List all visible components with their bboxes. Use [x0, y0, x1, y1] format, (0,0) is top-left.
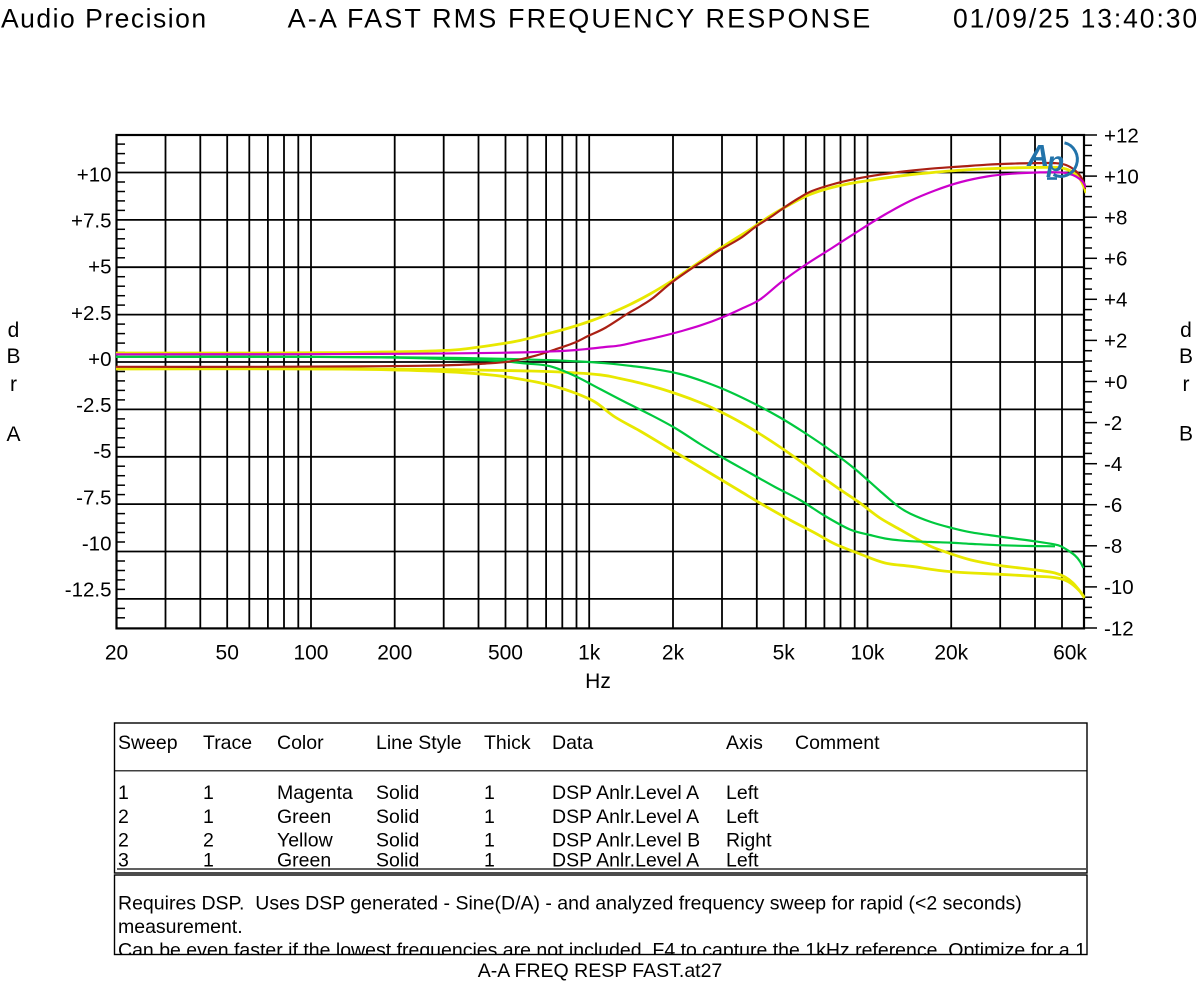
- svg-text:-6: -6: [1104, 494, 1122, 517]
- svg-text:DSP Anlr.Level A: DSP Anlr.Level A: [552, 782, 699, 804]
- svg-text:r: r: [10, 373, 17, 396]
- svg-text:Requires DSP. Uses DSP genera: Requires DSP. Uses DSP generated - Sine(…: [118, 893, 1022, 915]
- svg-text:Solid: Solid: [376, 806, 419, 828]
- svg-text:5k: 5k: [773, 642, 796, 665]
- svg-text:2: 2: [203, 830, 214, 852]
- svg-text:Hz: Hz: [585, 670, 611, 693]
- svg-text:+6: +6: [1104, 248, 1127, 271]
- svg-text:Can be even faster if the lowe: Can be even faster if the lowest frequen…: [118, 940, 1086, 962]
- svg-text:1: 1: [203, 850, 214, 872]
- svg-text:Green: Green: [277, 850, 331, 872]
- svg-text:-5: -5: [93, 440, 111, 463]
- svg-text:Line Style: Line Style: [376, 732, 462, 754]
- svg-text:p: p: [1046, 146, 1064, 177]
- svg-text:A: A: [6, 423, 20, 446]
- svg-text:-12: -12: [1104, 617, 1134, 640]
- svg-text:Axis: Axis: [726, 732, 763, 754]
- svg-text:10k: 10k: [851, 642, 885, 665]
- svg-text:Solid: Solid: [376, 850, 419, 872]
- svg-text:+0: +0: [88, 348, 111, 371]
- svg-text:20k: 20k: [934, 642, 968, 665]
- svg-text:A-A FAST RMS FREQUENCY RESPONS: A-A FAST RMS FREQUENCY RESPONSE: [288, 4, 873, 34]
- svg-text:Trace: Trace: [203, 732, 252, 754]
- svg-text:-7.5: -7.5: [76, 486, 111, 509]
- svg-text:+10: +10: [1104, 165, 1139, 188]
- svg-text:-4: -4: [1104, 453, 1122, 476]
- svg-text:01/09/25 13:40:30: 01/09/25 13:40:30: [953, 4, 1199, 34]
- svg-text:A: A: [1026, 138, 1049, 173]
- svg-text:measurement.: measurement.: [118, 916, 243, 938]
- svg-text:500: 500: [488, 642, 523, 665]
- svg-text:60k: 60k: [1053, 642, 1087, 665]
- svg-text:B: B: [1179, 423, 1193, 446]
- svg-text:1: 1: [203, 782, 214, 804]
- svg-text:+12: +12: [1104, 124, 1139, 147]
- svg-text:2: 2: [118, 806, 129, 828]
- svg-text:DSP Anlr.Level A: DSP Anlr.Level A: [552, 850, 699, 872]
- svg-text:1: 1: [118, 782, 129, 804]
- svg-text:+10: +10: [77, 163, 112, 186]
- svg-text:1: 1: [484, 850, 495, 872]
- svg-text:d: d: [1180, 319, 1192, 342]
- svg-text:-12.5: -12.5: [65, 579, 112, 602]
- svg-text:Solid: Solid: [376, 782, 419, 804]
- svg-text:DSP Anlr.Level B: DSP Anlr.Level B: [552, 830, 700, 852]
- svg-text:1: 1: [484, 830, 495, 852]
- svg-text:Audio Precision: Audio Precision: [1, 4, 208, 34]
- svg-text:DSP Anlr.Level A: DSP Anlr.Level A: [552, 806, 699, 828]
- svg-text:B: B: [6, 345, 20, 368]
- svg-text:-10: -10: [82, 532, 112, 555]
- svg-text:Green: Green: [277, 806, 331, 828]
- svg-text:-2: -2: [1104, 412, 1122, 435]
- svg-text:1k: 1k: [578, 642, 601, 665]
- svg-text:2k: 2k: [662, 642, 685, 665]
- svg-text:Left: Left: [726, 806, 759, 828]
- svg-text:50: 50: [216, 642, 239, 665]
- svg-text:Data: Data: [552, 732, 593, 754]
- svg-text:1: 1: [203, 806, 214, 828]
- svg-text:1: 1: [484, 782, 495, 804]
- svg-text:20: 20: [105, 642, 128, 665]
- svg-text:200: 200: [377, 642, 412, 665]
- svg-text:B: B: [1179, 345, 1193, 368]
- svg-text:+7.5: +7.5: [71, 210, 111, 233]
- svg-text:Left: Left: [726, 850, 759, 872]
- svg-text:2: 2: [118, 830, 129, 852]
- svg-text:d: d: [8, 319, 20, 342]
- svg-text:+2: +2: [1104, 330, 1127, 353]
- svg-text:3: 3: [118, 850, 129, 872]
- svg-text:+0: +0: [1104, 371, 1127, 394]
- svg-text:Sweep: Sweep: [118, 732, 178, 754]
- svg-text:+2.5: +2.5: [71, 302, 111, 325]
- svg-text:+8: +8: [1104, 206, 1127, 229]
- svg-text:Comment: Comment: [795, 732, 880, 754]
- svg-text:-8: -8: [1104, 535, 1122, 558]
- svg-text:A-A FREQ RESP FAST.at27: A-A FREQ RESP FAST.at27: [478, 960, 723, 982]
- svg-text:-2.5: -2.5: [76, 394, 111, 417]
- svg-text:Solid: Solid: [376, 830, 419, 852]
- svg-text:Thick: Thick: [484, 732, 531, 754]
- svg-text:r: r: [1183, 373, 1190, 396]
- svg-text:Right: Right: [726, 830, 772, 852]
- svg-text:1: 1: [484, 806, 495, 828]
- svg-text:Yellow: Yellow: [277, 830, 334, 852]
- svg-text:Color: Color: [277, 732, 324, 754]
- svg-text:Left: Left: [726, 782, 759, 804]
- svg-text:+4: +4: [1104, 289, 1127, 312]
- svg-text:-10: -10: [1104, 576, 1134, 599]
- svg-text:+5: +5: [88, 256, 111, 279]
- svg-text:100: 100: [293, 642, 328, 665]
- svg-text:Magenta: Magenta: [277, 782, 353, 804]
